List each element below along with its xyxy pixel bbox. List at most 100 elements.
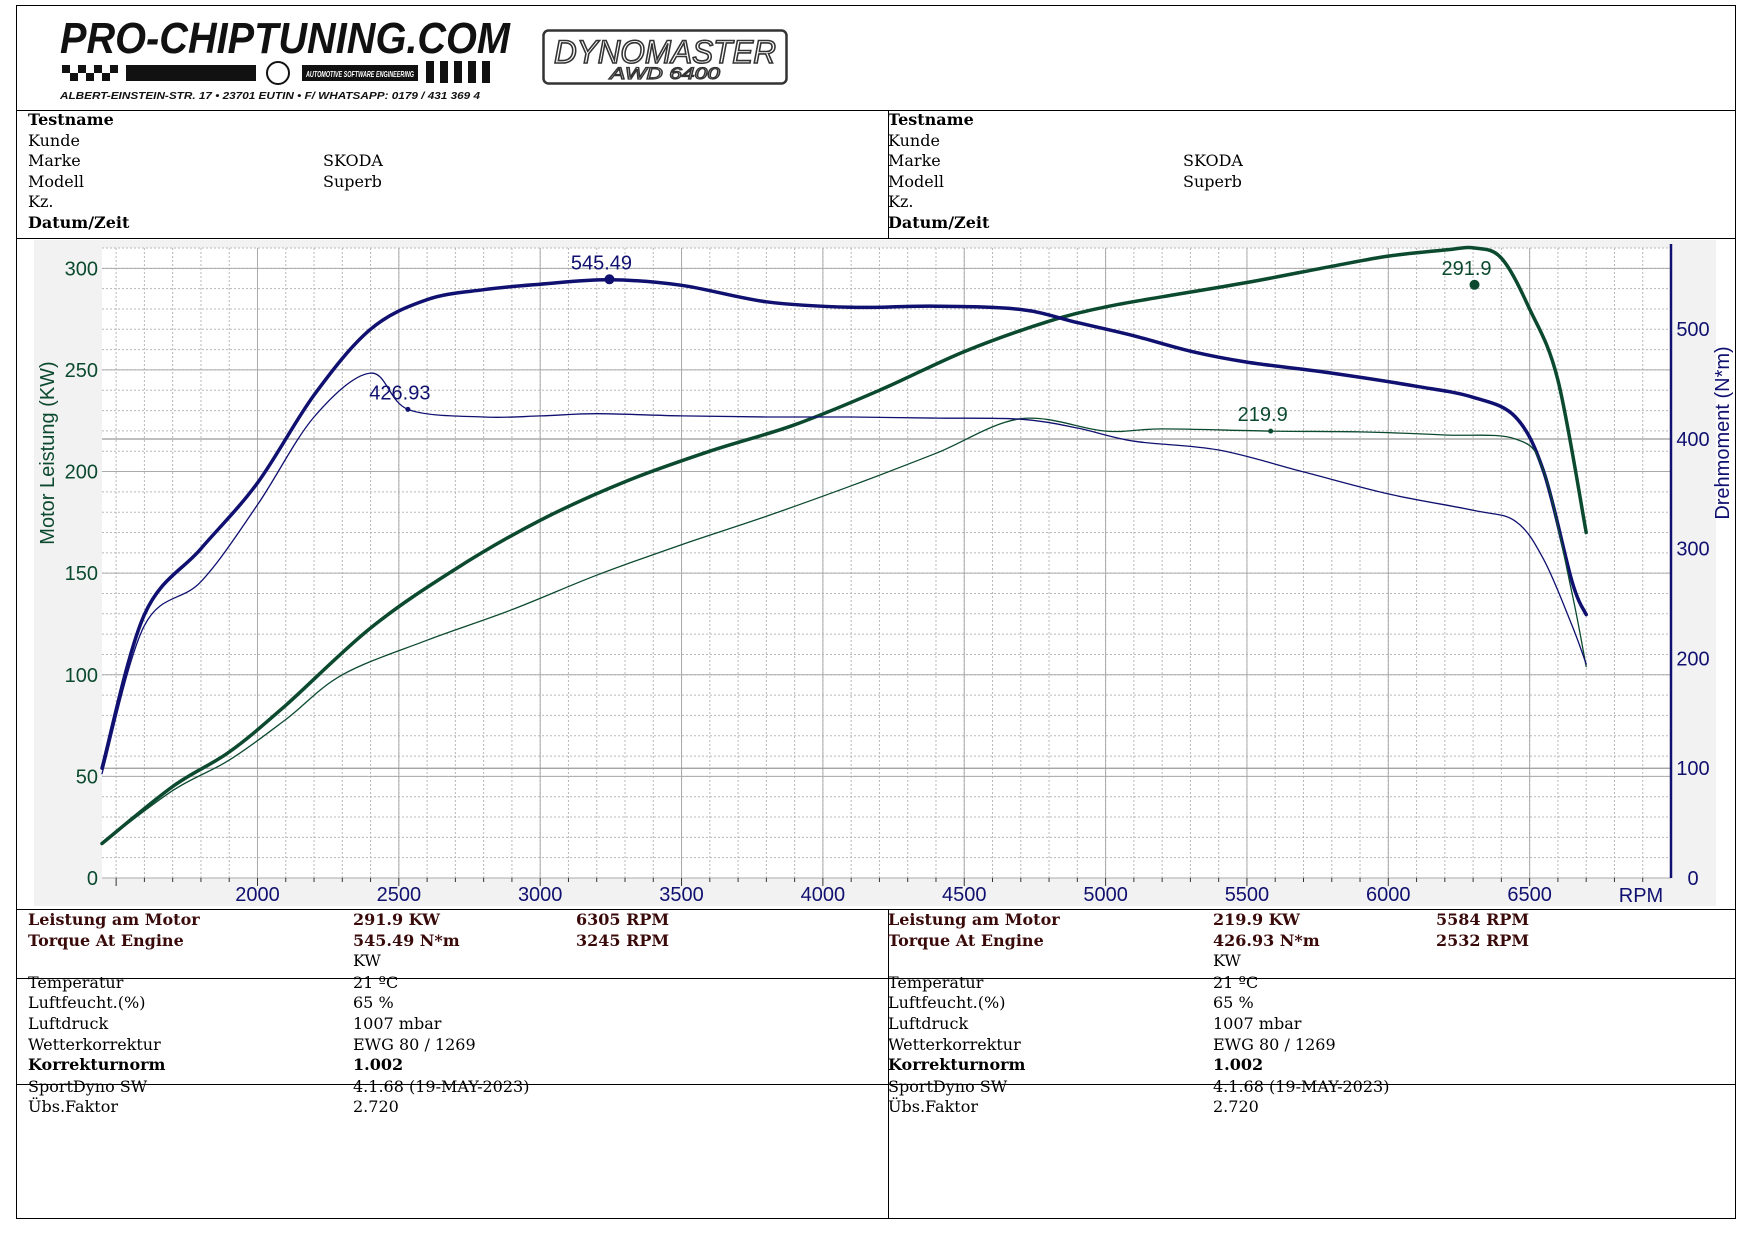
temp-row: Temperatur 21 ºC	[888, 972, 1258, 994]
sw-row: SportDyno SW 4.1.68 (19-MAY-2023)	[28, 1076, 529, 1098]
testname-label: Testname	[28, 110, 114, 129]
norm-label: Korrekturnorm	[888, 1055, 1026, 1075]
checker-pattern	[62, 61, 490, 83]
faktor-value: 2.720	[1213, 1097, 1259, 1117]
leistung-rpm: 6305 RPM	[576, 910, 670, 929]
x-tick-label: 2500	[377, 884, 422, 906]
dyno-brand: DYNOMASTER	[554, 34, 776, 70]
dynomaster-logo: DYNOMASTER AWD 6400	[542, 29, 788, 85]
results-divider	[888, 910, 889, 1218]
peak-label: 426.93	[369, 382, 430, 404]
sw-value: 4.1.68 (19-MAY-2023)	[1213, 1076, 1390, 1096]
feucht-row: Luftfeucht.(%) 65 %	[888, 993, 1254, 1014]
torque-row: Torque At Engine 426.93 N*m 2532 RPM	[888, 930, 1529, 952]
torque-label: Torque At Engine	[888, 930, 1044, 950]
chart-box	[16, 238, 1736, 910]
sw-label: SportDyno SW	[28, 1076, 148, 1096]
norm-row: Korrekturnorm 1.002	[888, 1055, 1263, 1076]
torque-value: 426.93 N*m	[1213, 930, 1320, 950]
druck-label: Luftdruck	[888, 1013, 969, 1033]
torque-value: 545.49 N*m	[353, 930, 460, 950]
kz-label: Kz.	[28, 192, 54, 212]
modell-label: Modell	[28, 171, 84, 191]
info-panel-left: Testname Kunde Marke SKODA Modell Superb K…	[28, 110, 383, 238]
datum-label: Datum/Zeit	[888, 212, 990, 232]
x-tick-label: 5500	[1225, 884, 1270, 906]
leistung-row: Leistung am Motor 219.9 KW 5584 RPM	[888, 910, 1529, 931]
logo-emblem	[266, 61, 290, 85]
leistung-row: Leistung am Motor 291.9 KW 6305 RPM	[28, 910, 669, 931]
faktor-label: Übs.Faktor	[28, 1097, 118, 1117]
results-separator-2	[16, 1084, 1736, 1085]
dyno-chart: 2000 2500 3000 3500 4000 4500 5000 5500 6000 6500…	[34, 240, 1734, 907]
y-right-tick-label: 100	[1676, 758, 1709, 780]
power-curve-tuned	[100, 245, 1588, 846]
wetter-label: Wetterkorrektur	[28, 1034, 161, 1054]
norm-value: 1.002	[353, 1055, 404, 1075]
y-left-tick-label: 150	[65, 563, 98, 585]
peak-label: 545.49	[571, 252, 632, 274]
peak-marker	[604, 274, 615, 285]
y-left-axis-label: Motor Leistung (KW)	[37, 361, 59, 544]
marke-label: Marke	[28, 151, 81, 171]
wetter-value: EWG 80 / 1269	[353, 1034, 476, 1054]
marke-value: SKODA	[323, 151, 383, 171]
torque-rpm: 2532 RPM	[1436, 930, 1530, 950]
temp-label: Temperatur	[28, 972, 124, 992]
druck-value: 1007 mbar	[1213, 1013, 1302, 1033]
temp-label: Temperatur	[888, 972, 984, 992]
torque-rpm: 3245 RPM	[576, 930, 670, 950]
dyno-model: AWD 6400	[609, 64, 721, 83]
norm-value: 1.002	[1213, 1055, 1264, 1075]
druck-label: Luftdruck	[28, 1013, 109, 1033]
leistung-rpm: 5584 RPM	[1436, 910, 1530, 929]
testname-label: Testname	[888, 110, 974, 129]
torque-curve-tuned	[100, 278, 1588, 770]
marke-row: Marke SKODA	[888, 151, 1243, 172]
results-separator-1	[16, 978, 1736, 979]
y-right-axis-label: Drehmoment (N*m)	[1712, 346, 1734, 519]
modell-label: Modell	[888, 171, 944, 191]
power-curve-stock	[101, 417, 1587, 845]
y-left-tick-label: 100	[65, 665, 98, 687]
kunde-label: Kunde	[28, 130, 80, 150]
unit-label: KW	[353, 951, 381, 971]
sw-label: SportDyno SW	[888, 1076, 1008, 1096]
temp-value: 21 ºC	[1213, 972, 1259, 992]
peak-marker	[1469, 279, 1480, 290]
leistung-label: Leistung am Motor	[28, 910, 200, 929]
modell-value: Superb	[1183, 171, 1242, 191]
modell-row: Modell Superb	[28, 171, 382, 193]
y-left-tick-label: 0	[87, 868, 98, 890]
y-right-tick-label: 300	[1676, 539, 1709, 561]
sw-row: SportDyno SW 4.1.68 (19-MAY-2023)	[888, 1076, 1389, 1098]
y-left-tick-label: 200	[65, 462, 98, 484]
kunde-label: Kunde	[888, 130, 940, 150]
norm-row: Korrekturnorm 1.002	[28, 1055, 403, 1076]
y-left-tick-label: 250	[65, 360, 98, 382]
x-tick-label: 3000	[518, 884, 563, 906]
x-tick-label: 5000	[1083, 884, 1128, 906]
results-panel-right: Leistung am Motor 219.9 KW 5584 RPM Torque…	[888, 910, 1529, 1118]
wetter-value: EWG 80 / 1269	[1213, 1034, 1336, 1054]
peak-label: 219.9	[1238, 404, 1288, 426]
y-left-tick-label: 300	[65, 258, 98, 280]
torque-label: Torque At Engine	[28, 930, 184, 950]
pro-chiptuning-logo: PRO-CHIPTUNING.COM AUTOMOTIVE SOFTWARE E…	[59, 14, 511, 102]
x-tick-label: 3500	[659, 884, 704, 906]
unit-row: KW	[28, 951, 381, 972]
faktor-label: Übs.Faktor	[888, 1097, 978, 1117]
wetter-row: Wetterkorrektur EWG 80 / 1269	[888, 1035, 1336, 1056]
y-right-tick-label: 500	[1676, 319, 1709, 341]
druck-row: Luftdruck 1007 mbar	[888, 1013, 1301, 1035]
info-divider	[888, 110, 889, 238]
feucht-value: 65 %	[1213, 993, 1254, 1013]
x-tick-label: 4500	[942, 884, 987, 906]
unit-row: KW	[888, 951, 1241, 972]
leistung-label: Leistung am Motor	[888, 910, 1060, 929]
y-right-tick-label: 200	[1676, 648, 1709, 670]
y-right-tick-label: 400	[1676, 429, 1709, 451]
info-panel-right: Testname Kunde Marke SKODA Modell Superb K…	[888, 110, 1243, 238]
feucht-label: Luftfeucht.(%)	[28, 993, 146, 1013]
logo-text: PRO-CHIPTUNING.COM	[60, 14, 511, 63]
